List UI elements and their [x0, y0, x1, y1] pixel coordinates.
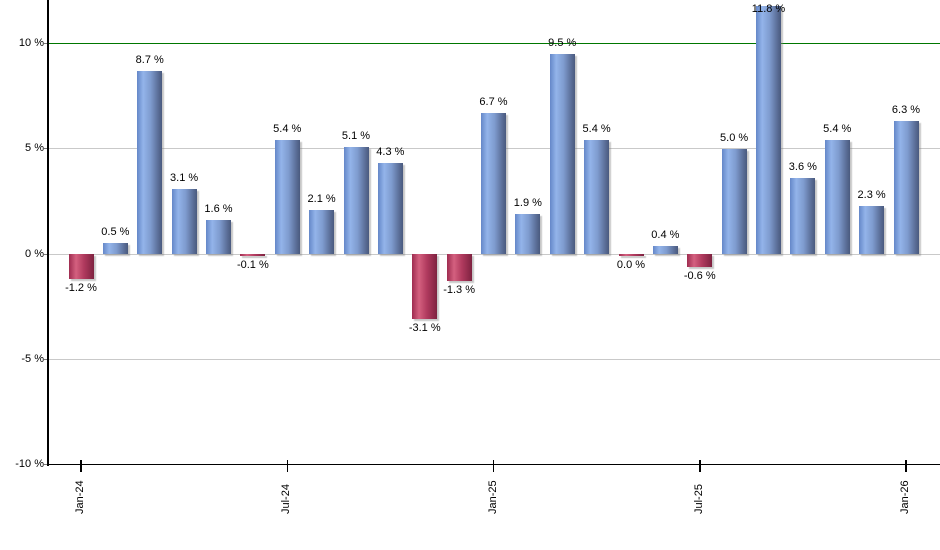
bar-value-label: 0.4 % [651, 228, 680, 241]
bar-value-label: 5.0 % [720, 131, 749, 144]
y-axis-tick-label: -5 % [21, 352, 44, 365]
bar-Feb-25 [515, 214, 541, 254]
bar-Jan-25 [481, 112, 506, 254]
y-axis-line [47, 0, 49, 466]
y-axis-tick [44, 148, 48, 150]
bar-value-label: 4.3 % [376, 146, 405, 159]
bar-Aug-24 [309, 209, 335, 254]
bar-Mar-25 [549, 54, 575, 254]
bar-Nov-25 [824, 140, 850, 254]
bar-value-label: 5.4 % [823, 123, 852, 136]
bar-Oct-25 [790, 178, 816, 254]
bar-value-label: 3.6 % [788, 161, 817, 174]
y-axis-tick-label: 0 % [25, 247, 44, 260]
x-axis-tick [492, 459, 495, 472]
bar-value-label: 5.1 % [341, 129, 371, 142]
x-axis-tick-label: Jan-26 [899, 480, 911, 514]
y-axis-tick-label: 5 % [25, 142, 44, 155]
gridline-0% [48, 253, 940, 255]
bar-Mar-24 [137, 70, 163, 254]
bar-Jan-26 [893, 121, 919, 254]
bar-Jul-25 [687, 254, 713, 267]
bar-Sep-24 [343, 146, 369, 254]
bar-Jul-24 [274, 140, 300, 254]
bar-value-label: 1.9 % [513, 197, 542, 209]
bar-Apr-24 [171, 188, 197, 254]
bar-Jan-24 [68, 254, 94, 280]
bar-Dec-25 [859, 205, 885, 254]
bar-value-label: 5.4 % [582, 123, 611, 136]
bar-value-label: 3.1 % [170, 171, 199, 184]
bar-value-label: -1.3 % [443, 284, 476, 297]
bar-value-label: -3.1 % [408, 322, 441, 335]
x-axis-tick-label: Jan-24 [74, 480, 86, 514]
bar-Apr-25 [584, 140, 610, 254]
bar-value-label: -0.6 % [683, 269, 716, 282]
y-axis-tick-label: -10 % [15, 458, 44, 470]
bar-Dec-24 [446, 254, 472, 282]
gridline--5% [48, 358, 940, 360]
bar-Jun-25 [652, 245, 678, 254]
bar-value-label: 0.5 % [101, 226, 130, 239]
bar-value-label: 0.0 % [616, 259, 646, 271]
x-axis-tick-label: Jan-25 [486, 480, 499, 514]
bar-Jun-24 [240, 254, 266, 257]
x-axis-tick [699, 459, 701, 472]
y-axis-tick [44, 43, 48, 44]
bar-value-label: 8.7 % [135, 53, 164, 66]
bar-value-label: 6.7 % [479, 95, 508, 108]
bar-value-label: 1.6 % [204, 203, 233, 216]
y-axis-tick [44, 464, 48, 465]
bar-value-label: 6.3 % [891, 104, 921, 117]
bar-Oct-24 [377, 163, 403, 254]
y-axis-tick [44, 358, 48, 360]
bar-May-24 [206, 220, 231, 254]
x-axis-tick [80, 459, 82, 472]
bar-value-label: 9.5 % [548, 37, 577, 50]
y-axis-tick-label: 10 % [18, 37, 44, 49]
x-axis-tick-label: Jul-25 [692, 484, 705, 514]
bar-value-label: 11.8 % [751, 3, 786, 15]
bar-value-label: -0.1 % [236, 259, 269, 272]
bar-Nov-24 [412, 254, 438, 320]
bar-Sep-25 [756, 5, 781, 254]
bar-Aug-25 [721, 148, 747, 254]
bar-value-label: -1.2 % [65, 282, 97, 295]
bar-value-label: 2.1 % [307, 192, 336, 205]
x-axis-tick [286, 459, 288, 472]
threshold-line-10% [48, 42, 940, 45]
bar-value-label: 5.4 % [273, 123, 302, 136]
bar-May-25 [618, 254, 644, 256]
x-axis-tick-label: Jul-24 [280, 484, 293, 514]
bar-Feb-24 [102, 243, 128, 254]
y-axis-tick [44, 253, 48, 255]
x-axis-tick [905, 459, 907, 472]
bar-value-label: 2.3 % [857, 188, 886, 201]
